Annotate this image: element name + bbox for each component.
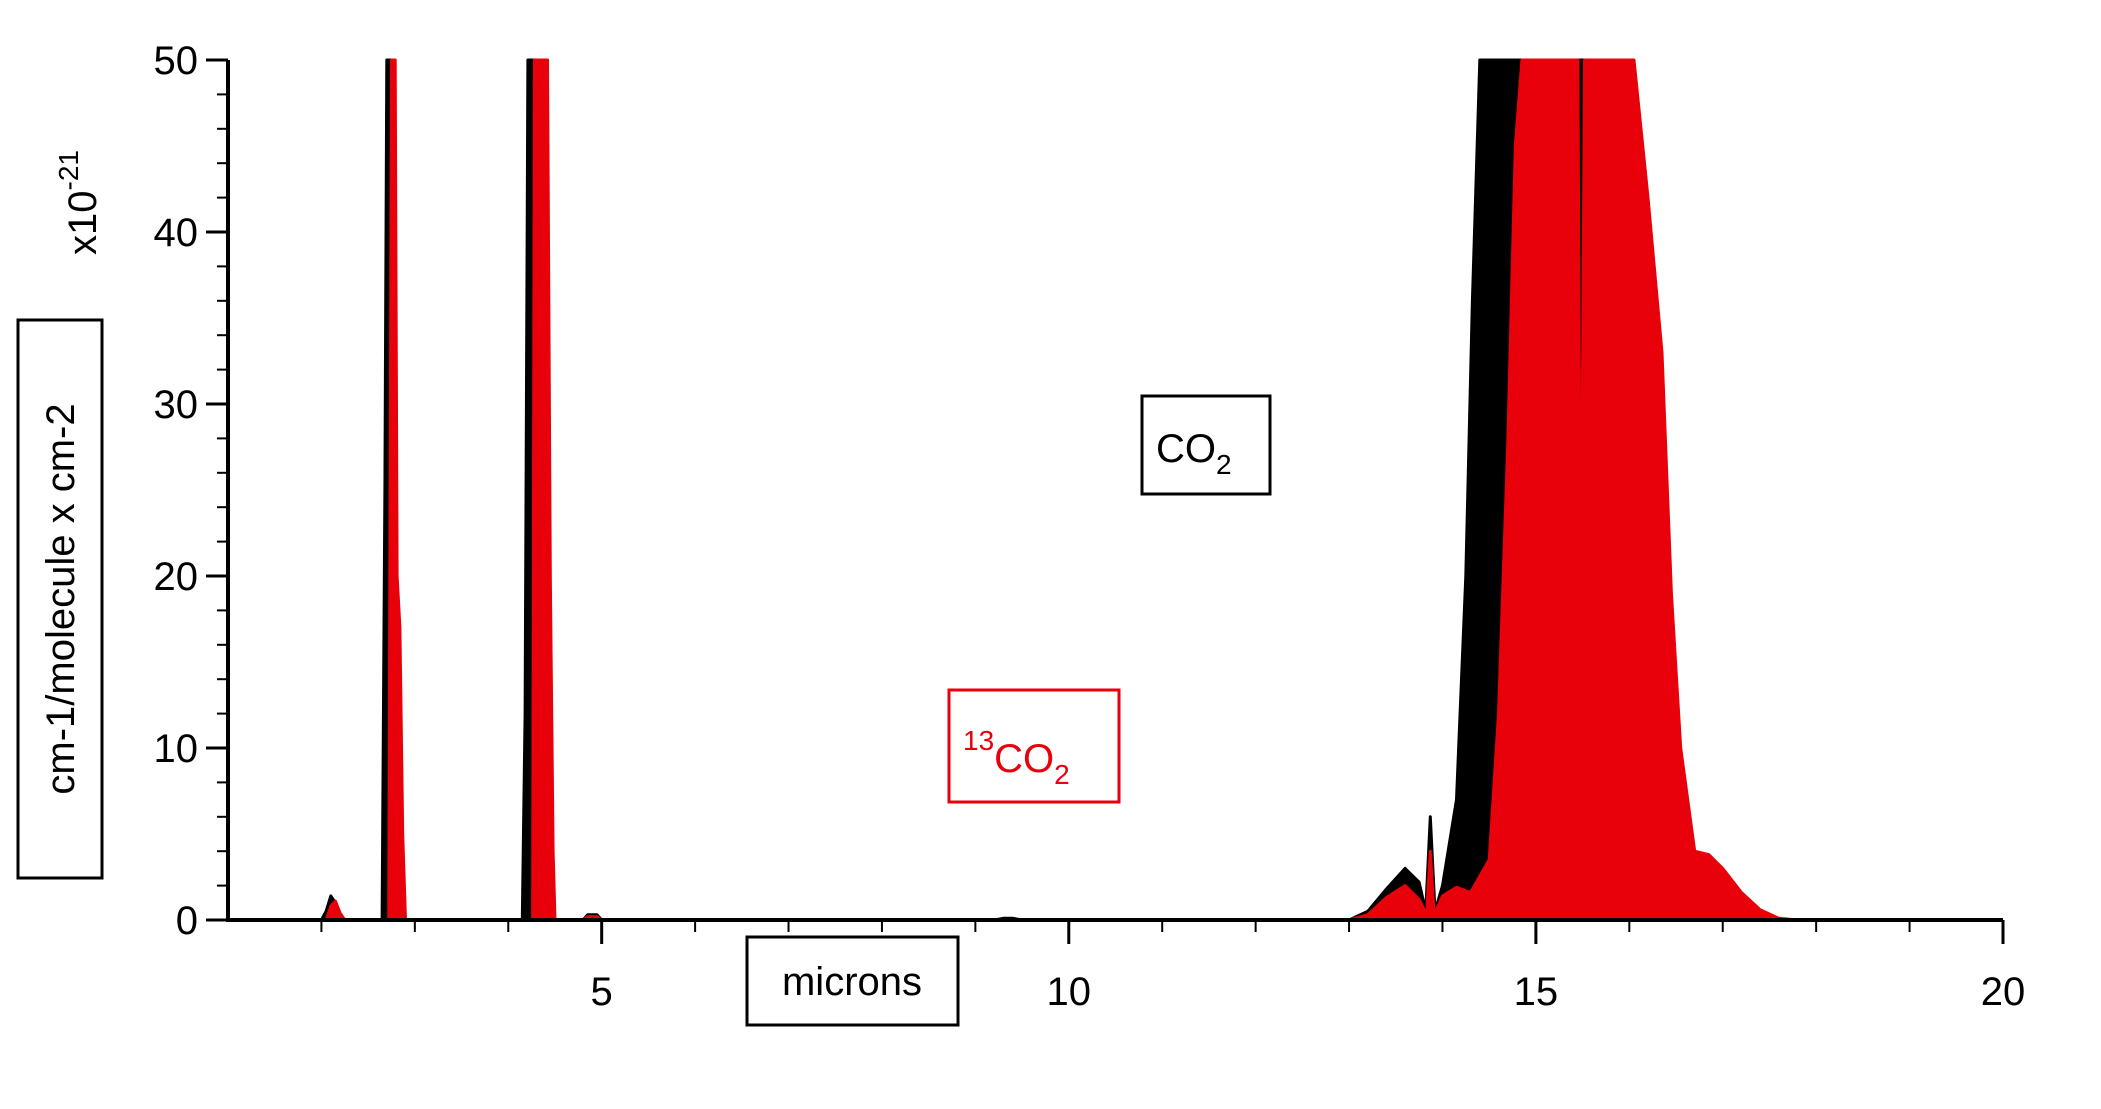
y-axis-label: cm-1/molecule x cm-2: [39, 403, 83, 794]
y-tick-label: 30: [154, 383, 199, 427]
y-tick-label: 50: [154, 39, 199, 83]
tick-layer: 0 10 20 30 40 50 5 10 15 20: [154, 39, 2026, 1014]
y-axis-label-box: cm-1/molecule x cm-2: [16, 318, 104, 880]
svg-text:CO2: CO2: [1156, 427, 1232, 480]
series-c13-area: [235, 58, 1996, 922]
y-tick-label: 10: [154, 727, 199, 771]
co2-annotation-text: CO: [1156, 427, 1216, 471]
x-axis-label: microns: [782, 960, 922, 1004]
svg-text:13CO2: 13CO2: [963, 725, 1070, 790]
co2-annotation-sub: 2: [1216, 449, 1232, 480]
y-tick-label: 40: [154, 211, 199, 255]
x-tick-label: 10: [1047, 970, 1092, 1014]
x-axis-label-box: microns: [745, 935, 960, 1027]
x-tick-label: 20: [1981, 970, 2026, 1014]
c13-annotation: 13CO2: [947, 688, 1121, 804]
y-multiplier-label: x10-21: [53, 150, 105, 255]
c13-annotation-text: CO: [994, 737, 1054, 781]
y-multiplier-exponent: -21: [53, 150, 84, 190]
c13-annotation-sub: 2: [1054, 759, 1070, 790]
y-multiplier-base: x10: [61, 191, 105, 256]
y-tick-label: 0: [176, 899, 198, 943]
axes-layer: [226, 60, 2003, 922]
co2-annotation: CO2: [1140, 394, 1272, 496]
y-tick-label: 20: [154, 555, 199, 599]
x-tick-label: 5: [591, 970, 613, 1014]
x-tick-label: 15: [1514, 970, 1559, 1014]
series-layer: [235, 58, 1996, 922]
c13-annotation-sup: 13: [963, 725, 994, 756]
